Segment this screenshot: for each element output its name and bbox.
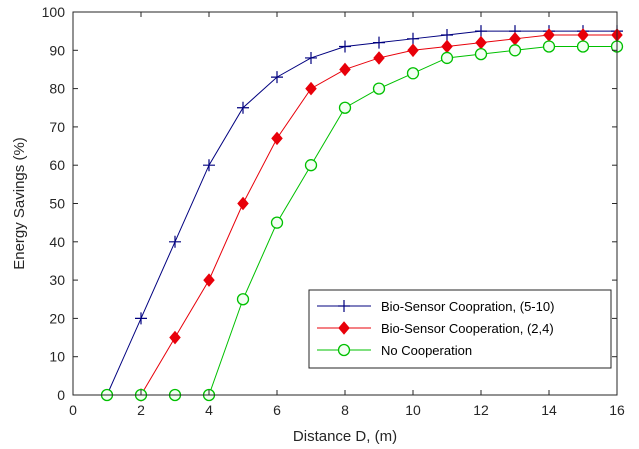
legend-item: Bio-Sensor Cooperation, (2,4) xyxy=(317,321,554,336)
data-point xyxy=(475,25,487,38)
data-point xyxy=(270,216,284,229)
data-point xyxy=(203,273,215,287)
data-point xyxy=(305,81,317,96)
data-point xyxy=(440,51,454,65)
legend-marker xyxy=(338,300,350,312)
data-point xyxy=(236,293,250,306)
x-tick-label: 8 xyxy=(341,402,349,418)
y-tick-label: 60 xyxy=(49,157,65,173)
y-tick-label: 20 xyxy=(49,310,65,326)
data-point xyxy=(372,82,386,95)
legend-box xyxy=(308,289,612,369)
data-point xyxy=(305,51,317,64)
y-tick-label: 0 xyxy=(57,387,65,403)
y-tick-label: 40 xyxy=(49,234,65,250)
x-tick-label: 16 xyxy=(609,402,625,418)
data-point xyxy=(576,40,590,53)
data-point xyxy=(203,159,215,172)
data-point xyxy=(271,71,283,84)
y-tick-label: 10 xyxy=(49,349,65,365)
legend-label: No Cooperation xyxy=(381,343,472,358)
legend-marker xyxy=(337,343,351,357)
x-tick-label: 6 xyxy=(273,402,281,418)
y-tick-label: 100 xyxy=(42,4,66,20)
data-point xyxy=(169,330,181,345)
data-point xyxy=(271,131,283,146)
data-point xyxy=(339,40,351,53)
x-tick-label: 4 xyxy=(205,402,213,418)
data-point xyxy=(373,36,385,49)
x-tick-label: 10 xyxy=(405,402,421,418)
legend-label: Bio-Sensor Coopration, (5-10) xyxy=(381,299,554,314)
data-point xyxy=(373,51,385,65)
data-point xyxy=(441,28,453,41)
data-point xyxy=(508,44,522,57)
series-lines xyxy=(100,25,624,402)
legend-label: Bio-Sensor Cooperation, (2,4) xyxy=(381,321,554,336)
legend-item: No Cooperation xyxy=(317,343,472,358)
y-tick-label: 90 xyxy=(49,42,65,58)
legend-marker xyxy=(338,321,350,335)
data-point xyxy=(407,32,419,45)
data-point xyxy=(237,196,249,211)
data-point xyxy=(135,312,147,325)
data-point xyxy=(338,101,352,114)
x-axis-label: Distance D, (m) xyxy=(293,428,397,445)
data-point xyxy=(304,159,318,172)
x-tick-label: 2 xyxy=(137,402,145,418)
data-point xyxy=(542,40,556,53)
y-tick-label: 50 xyxy=(49,196,65,212)
x-tick-label: 12 xyxy=(473,402,489,418)
data-point xyxy=(406,67,420,80)
data-point xyxy=(237,101,249,114)
legend: Bio-Sensor Coopration, (5-10) Bio-Sensor … xyxy=(308,289,612,369)
legend-item: Bio-Sensor Coopration, (5-10) xyxy=(317,299,554,314)
y-tick-label: 30 xyxy=(49,272,65,288)
x-tick-label: 0 xyxy=(69,402,77,418)
axis-ticks: 0 2 4 6 8 10 12 14 16 0 10 20 30 40 50 60 70 80 90 100 xyxy=(42,4,625,418)
data-point xyxy=(169,235,181,248)
y-axis-label: Energy Savings (%) xyxy=(11,137,28,270)
x-tick-label: 14 xyxy=(541,402,557,418)
y-tick-label: 80 xyxy=(49,81,65,97)
data-point xyxy=(339,62,351,77)
series-line xyxy=(106,30,617,396)
data-point xyxy=(474,47,488,61)
y-tick-label: 70 xyxy=(49,119,65,135)
data-point xyxy=(407,43,419,58)
